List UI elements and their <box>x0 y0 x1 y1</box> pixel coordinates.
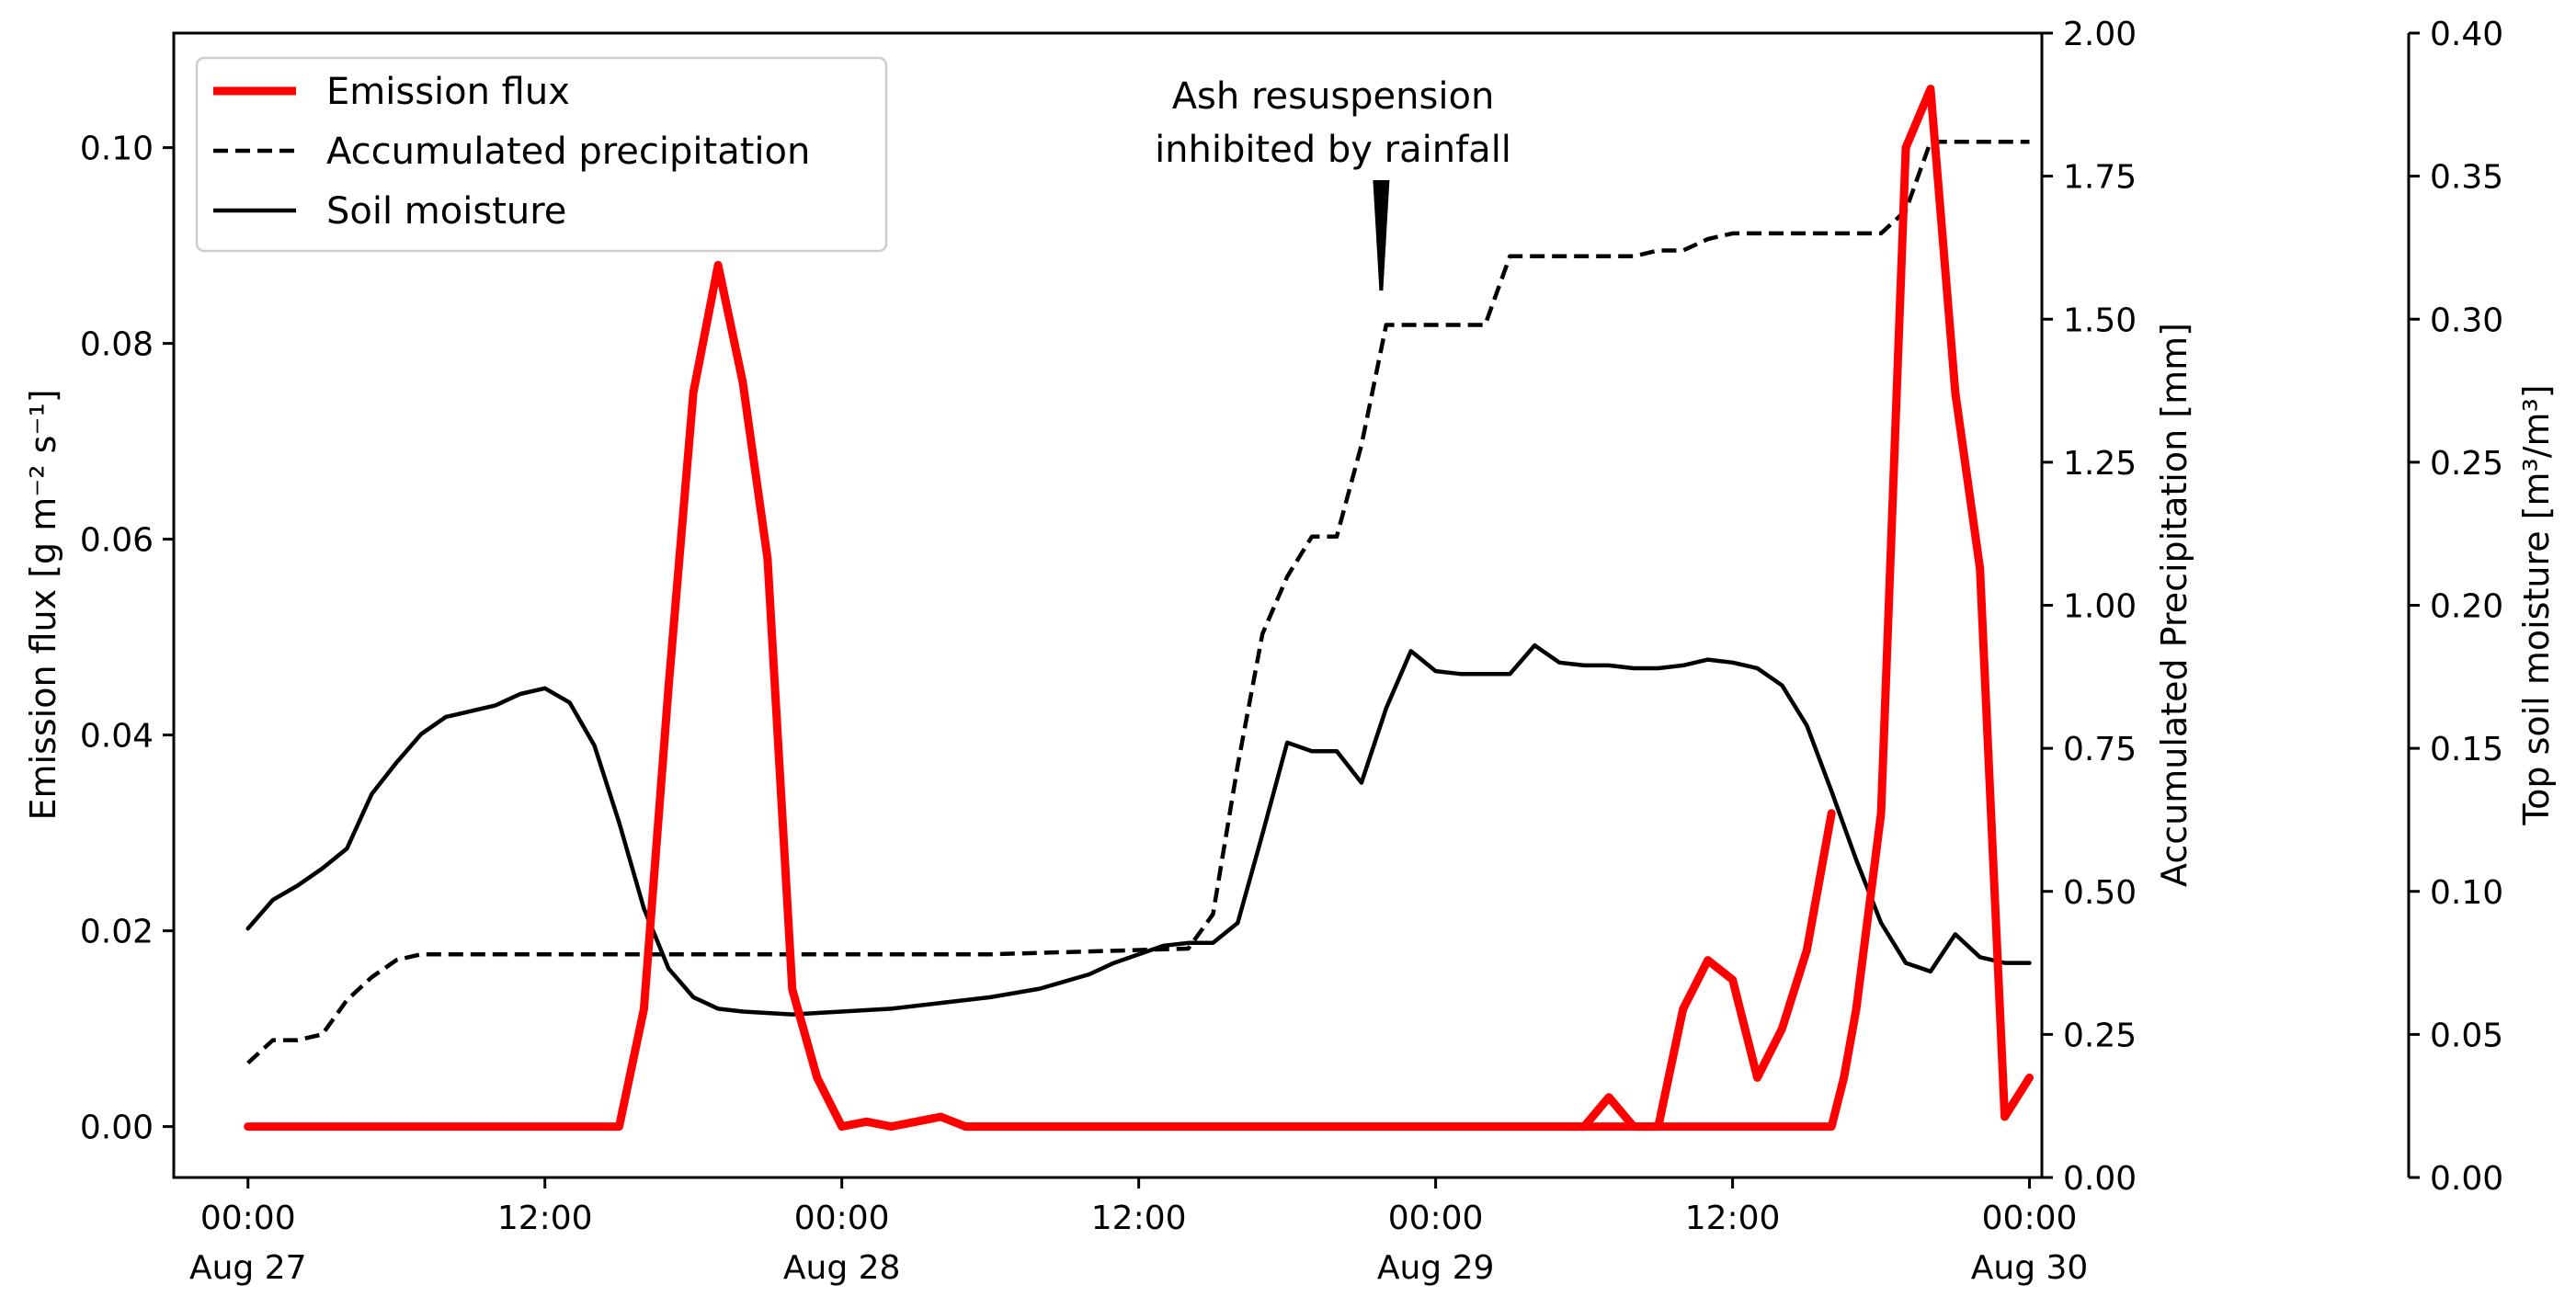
series-line-soil-moisture <box>245 643 2032 1017</box>
soil-moisture-axis-tick-label: 0.15 <box>2430 731 2503 768</box>
left-axis-tick-label: 0.00 <box>80 1109 154 1147</box>
x-axis-tick-date: Aug 27 <box>189 1249 307 1287</box>
soil-moisture-axis-title: Top soil moisture [m³/m³] <box>2516 384 2557 825</box>
x-axis-tick-time: 12:00 <box>1091 1200 1187 1237</box>
soil-moisture-axis-tick-label: 0.25 <box>2430 445 2503 483</box>
legend-label-soil-moisture: Soil moisture <box>326 190 566 233</box>
precipitation-axis-tick-label: 0.50 <box>2063 874 2137 912</box>
x-axis-tick-time: 00:00 <box>794 1200 890 1237</box>
annotation-arrow <box>1373 180 1390 291</box>
x-axis-tick-time: 00:00 <box>1388 1200 1484 1237</box>
left-y-axis: 0.00 0.02 0.04 0.06 0.08 0.10 <box>80 131 174 1147</box>
precipitation-axis-tick-label: 1.50 <box>2063 301 2137 339</box>
x-axis-tick-date: Aug 30 <box>1971 1249 2089 1287</box>
soil-moisture-y-axis: 0.00 0.05 0.10 0.15 0.20 0.25 0.30 0.35 0.40 <box>2407 16 2503 1198</box>
precipitation-axis-tick-label: 2.00 <box>2063 16 2137 53</box>
soil-moisture-axis-tick-label: 0.30 <box>2430 301 2503 339</box>
legend: Emission flux Accumulated precipitation … <box>195 56 888 253</box>
left-axis-tick-label: 0.04 <box>80 718 154 756</box>
soil-moisture-axis-tick-label: 0.20 <box>2430 588 2503 626</box>
precipitation-y-axis: 0.00 0.25 0.50 0.75 1.00 1.25 1.50 1.75 2.00 <box>2040 16 2137 1198</box>
annotation: Ash resuspension inhibited by rainfall <box>1155 75 1511 291</box>
x-axis-tick-time: 00:00 <box>1982 1200 2078 1237</box>
left-axis-tick-label: 0.06 <box>80 522 154 560</box>
precipitation-axis-tick-label: 0.25 <box>2063 1017 2137 1054</box>
precipitation-axis-tick-label: 0.00 <box>2063 1160 2137 1198</box>
annotation-line-1: Ash resuspension <box>1172 75 1495 118</box>
annotation-line-2: inhibited by rainfall <box>1155 129 1511 171</box>
left-axis-tick-label: 0.08 <box>80 326 154 364</box>
legend-label-accumulated-precipitation: Accumulated precipitation <box>326 131 810 173</box>
x-axis-tick-time: 12:00 <box>1685 1200 1781 1237</box>
soil-moisture-axis-tick-label: 0.40 <box>2430 16 2503 53</box>
series-layer <box>244 85 2034 1132</box>
legend-box <box>195 56 888 253</box>
series-line-emission-flux <box>244 85 2034 1132</box>
left-axis-tick-label: 0.02 <box>80 914 154 951</box>
series-line-accumulated-precipitation <box>246 140 2030 1065</box>
x-axis-tick-time: 12:00 <box>497 1200 593 1237</box>
precipitation-axis-tick-label: 1.25 <box>2063 445 2137 483</box>
x-axis-tick-date: Aug 29 <box>1377 1249 1495 1287</box>
precipitation-axis-tick-label: 1.75 <box>2063 159 2137 197</box>
legend-label-emission-flux: Emission flux <box>326 71 570 113</box>
x-axis-tick-time: 00:00 <box>200 1200 296 1237</box>
soil-moisture-axis-tick-label: 0.00 <box>2430 1160 2503 1198</box>
precipitation-axis-tick-label: 0.75 <box>2063 731 2137 768</box>
soil-moisture-axis-tick-label: 0.10 <box>2430 874 2503 912</box>
soil-moisture-axis-tick-label: 0.05 <box>2430 1017 2503 1054</box>
x-axis-tick-date: Aug 28 <box>783 1249 901 1287</box>
x-axis: 00:00 Aug 27 12:00 00:00 Aug 28 12:00 00:00 Aug… <box>189 1177 2088 1287</box>
precipitation-axis-title: Accumulated Precipitation [mm] <box>2154 323 2194 887</box>
left-axis-title: Emission flux [g m⁻² s⁻¹] <box>23 389 63 820</box>
left-axis-tick-label: 0.10 <box>80 131 154 168</box>
precipitation-axis-tick-label: 1.00 <box>2063 588 2137 626</box>
series-line-emission-flux-mid-segment <box>961 809 1836 1132</box>
soil-moisture-axis-tick-label: 0.35 <box>2430 159 2503 197</box>
